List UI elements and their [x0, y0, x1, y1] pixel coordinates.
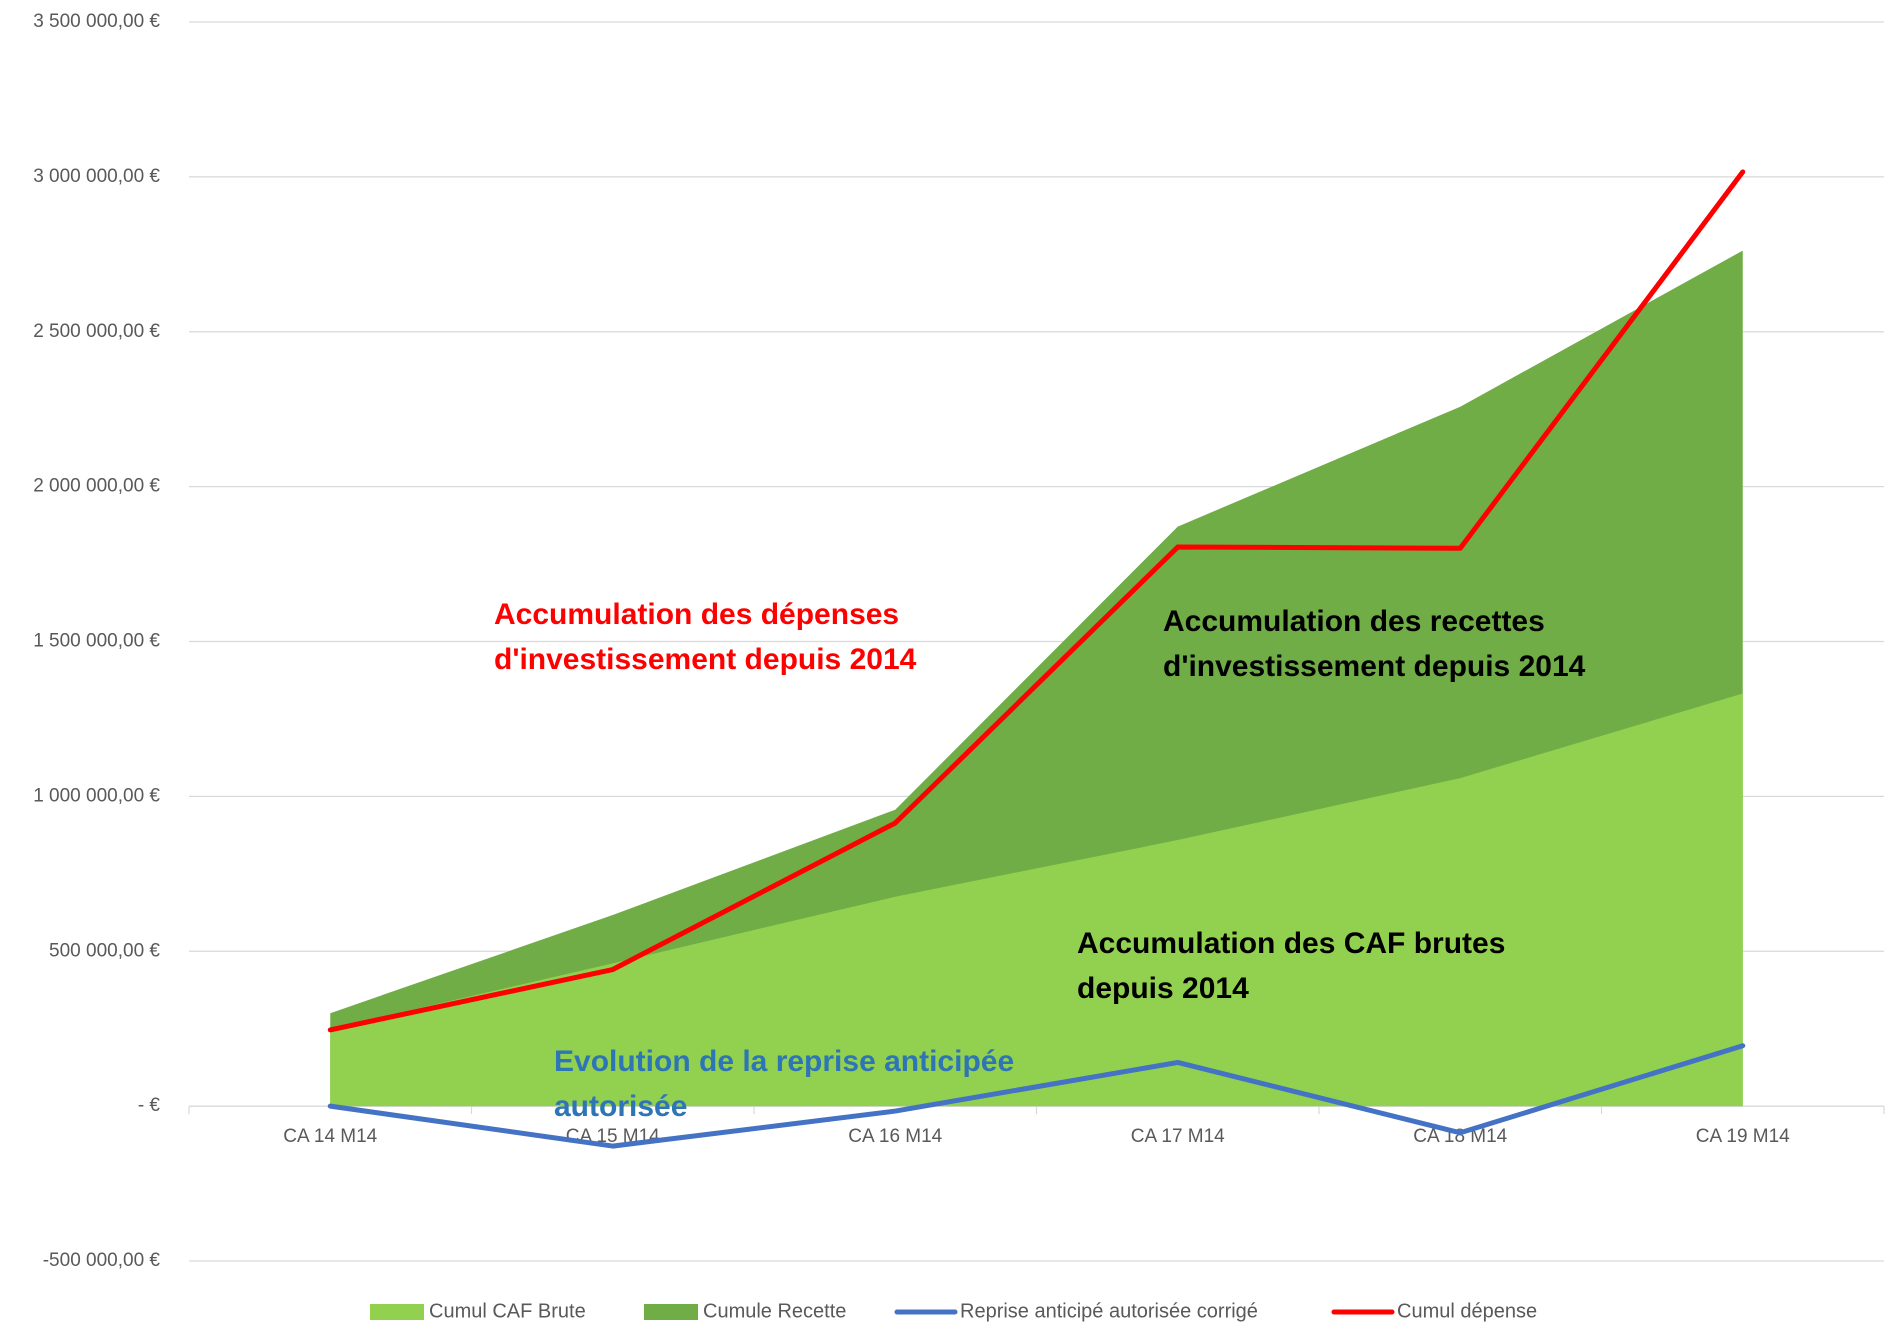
- annotation: Accumulation des recettes d'investissemen…: [1163, 605, 1586, 683]
- y-tick-label: 2 500 000,00 €: [33, 321, 160, 342]
- annotation-line: autorisée: [554, 1090, 687, 1123]
- x-tick-label: CA 19 M14: [1696, 1126, 1790, 1147]
- y-tick-label: - €: [138, 1095, 161, 1116]
- legend-swatch: [644, 1304, 698, 1320]
- annotation-line: Accumulation des dépenses: [494, 598, 899, 631]
- x-tick-label: CA 17 M14: [1131, 1126, 1225, 1147]
- y-tick-label: 1 000 000,00 €: [33, 785, 160, 806]
- annotation-line: Accumulation des CAF brutes: [1077, 927, 1505, 960]
- y-tick-label: 3 500 000,00 €: [33, 11, 160, 32]
- legend-label: Reprise anticipé autorisée corrigé: [960, 1300, 1258, 1322]
- annotation: Evolution de la reprise anticipée autoris…: [554, 1045, 1014, 1123]
- area: [330, 693, 1743, 1107]
- annotation: Accumulation des CAF brutes depuis 2014: [1077, 927, 1505, 1005]
- annotation-line: Evolution de la reprise anticipée: [554, 1045, 1014, 1078]
- annotation-line: Accumulation des recettes: [1163, 605, 1545, 638]
- annotation-line: d'investissement depuis 2014: [1163, 650, 1586, 683]
- x-tick-label: CA 14 M14: [283, 1126, 377, 1147]
- annotation-line: depuis 2014: [1077, 972, 1249, 1005]
- x-tick-label: CA 18 M14: [1413, 1126, 1507, 1147]
- line: [327, 1043, 1746, 1149]
- y-tick-label: 500 000,00 €: [49, 940, 160, 961]
- y-tick-label: 1 500 000,00 €: [33, 631, 160, 652]
- x-tick-label: CA 16 M14: [848, 1126, 942, 1147]
- y-tick-label: 2 000 000,00 €: [33, 476, 160, 497]
- line: [327, 169, 1746, 1033]
- legend-label: Cumul dépense: [1397, 1300, 1537, 1322]
- legend-label: Cumul CAF Brute: [429, 1300, 586, 1322]
- annotation: Accumulation des dépenses d'investissemen…: [494, 598, 917, 676]
- annotation-line: d'investissement depuis 2014: [494, 643, 917, 676]
- y-tick-label: -500 000,00 €: [43, 1250, 161, 1271]
- y-tick-label: 3 000 000,00 €: [33, 166, 160, 187]
- legend-label: Cumule Recette: [703, 1300, 846, 1322]
- legend-swatch: [370, 1304, 424, 1320]
